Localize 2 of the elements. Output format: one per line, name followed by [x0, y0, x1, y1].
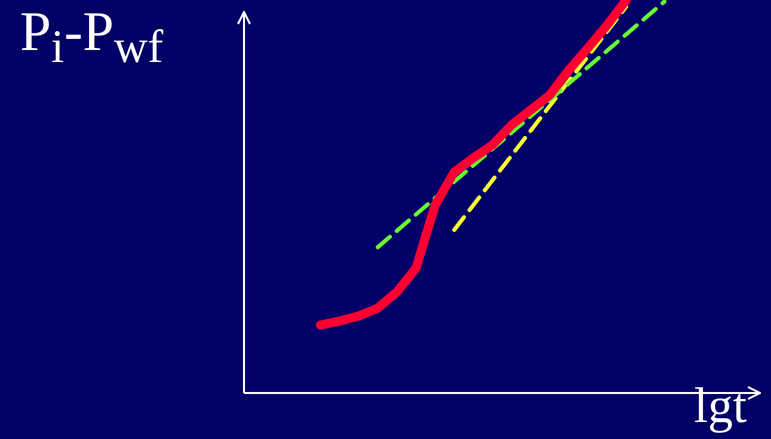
x-axis-title: lgt — [694, 377, 747, 433]
y-axis-title: P$_{i}$-P$_{wf}$ — [20, 1, 164, 74]
